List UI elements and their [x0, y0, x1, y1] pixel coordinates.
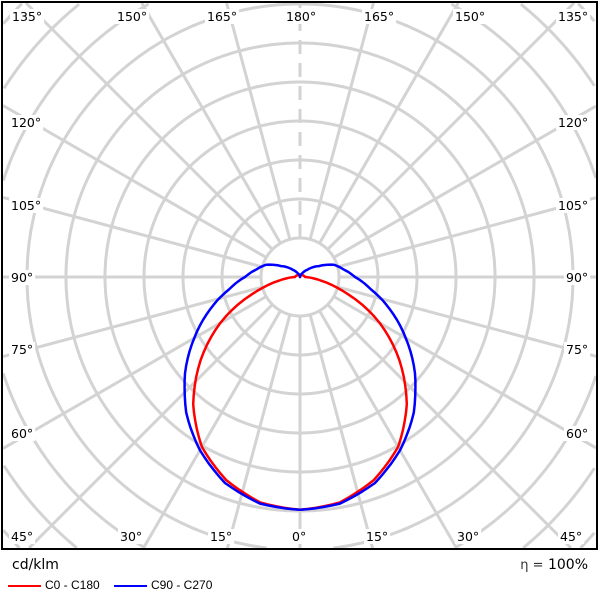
label-top-165-right: 165° [364, 9, 394, 24]
label-background [9, 198, 44, 213]
label-top-165-left: 165° [207, 9, 237, 24]
label-background [453, 9, 488, 24]
grid-ring [3, 3, 596, 548]
label-background [556, 198, 591, 213]
grid-ray [318, 3, 460, 244]
label-background [9, 529, 36, 544]
label-background [564, 342, 591, 357]
efficiency-symbol: η = [520, 558, 544, 573]
label-background [364, 529, 391, 544]
grid-ray [3, 195, 263, 269]
series-curve-c90-c270 [183, 263, 417, 512]
label-background [290, 529, 309, 544]
grid-ray [337, 196, 596, 269]
label-bottom-15-left: 15° [210, 529, 232, 544]
label-right-105: 105° [558, 198, 588, 213]
grid-ray [308, 3, 375, 240]
grid-ray [24, 3, 274, 251]
label-bottom-15-right: 15° [366, 529, 388, 544]
label-top-135-right: 135° [558, 9, 588, 24]
legend-item-c90-c270: C90 - C270 [114, 578, 212, 593]
label-left-90: 90° [11, 270, 33, 285]
label-background [9, 342, 36, 357]
grid-ray [3, 104, 267, 259]
label-background [208, 529, 235, 544]
angle-labels: 135° 150° 165° 180° 165° 150° 135° 120° … [9, 9, 591, 544]
legend-label: C0 - C180 [45, 578, 100, 592]
legend-label: C90 - C270 [151, 578, 213, 592]
grid-ray [225, 314, 292, 548]
label-background [564, 270, 591, 285]
label-background [284, 9, 319, 24]
legend-item-c0-c180: C0 - C180 [8, 578, 100, 593]
grid-ray [142, 310, 282, 548]
label-background [9, 115, 44, 130]
curves [183, 263, 417, 512]
grid-ray [333, 104, 596, 259]
label-right-60: 60° [566, 426, 588, 441]
units-label: cd/klm [12, 557, 59, 573]
grid-ray [318, 310, 458, 548]
grid-ray [140, 3, 282, 244]
efficiency-value: 100% [547, 557, 588, 573]
label-top-135-left: 135° [12, 9, 42, 24]
efficiency-readout: η = 100% [520, 557, 588, 574]
grid-ring [3, 3, 596, 548]
grid-ray [225, 3, 292, 240]
label-background [558, 529, 585, 544]
label-right-90: 90° [566, 270, 588, 285]
label-bottom-30-left: 30° [120, 529, 142, 544]
legend-swatch-red [8, 584, 41, 587]
label-background [9, 270, 36, 285]
grid-ray [3, 295, 267, 450]
label-top-150-left: 150° [117, 9, 147, 24]
grid-ray [326, 3, 576, 251]
polar-chart: 135° 150° 165° 180° 165° 150° 135° 120° … [1, 1, 598, 550]
label-bottom-30-right: 30° [457, 529, 479, 544]
grid-ray [27, 303, 274, 548]
legend-swatch-blue [114, 584, 147, 587]
label-background [9, 426, 36, 441]
label-background [455, 529, 482, 544]
plot-frame [1, 1, 598, 550]
label-bottom-0: 0° [292, 529, 306, 544]
label-right-75: 75° [566, 342, 588, 357]
label-background [564, 426, 591, 441]
label-background [205, 9, 240, 24]
label-left-105: 105° [11, 198, 41, 213]
label-left-75: 75° [11, 342, 33, 357]
label-bottom-45-right: 45° [560, 529, 582, 544]
label-background [556, 115, 591, 130]
label-left-60: 60° [11, 426, 33, 441]
grid-ray [326, 303, 573, 548]
label-background [556, 9, 591, 24]
grid [3, 3, 596, 548]
label-background [118, 529, 145, 544]
grid-ray [308, 314, 375, 548]
label-right-120: 120° [558, 115, 588, 130]
label-top-180: 180° [286, 9, 316, 24]
label-top-150-right: 150° [455, 9, 485, 24]
label-left-120: 120° [11, 115, 41, 130]
label-background [10, 9, 45, 24]
label-bottom-45-left: 45° [11, 529, 33, 544]
label-background [362, 9, 397, 24]
label-background [115, 9, 150, 24]
